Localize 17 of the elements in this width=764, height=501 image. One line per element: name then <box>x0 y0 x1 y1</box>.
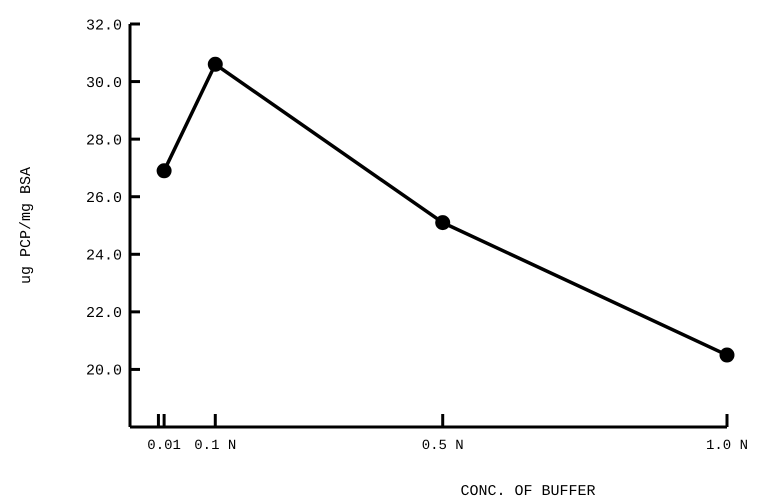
y-tick-label: 24.0 <box>86 248 122 265</box>
x-tick-label: 0.01 <box>147 438 181 454</box>
point <box>435 215 450 230</box>
y-tick-label: 20.0 <box>86 362 122 380</box>
y-tick-label: 30.0 <box>86 74 122 92</box>
x-axis-title: CONC. OF BUFFER <box>460 483 596 500</box>
y-tick-label: 22.0 <box>86 305 122 322</box>
y-tick-label: 26.0 <box>86 190 122 207</box>
x-tick-label: 0.1 N <box>194 438 236 454</box>
y-tick-label: 28.0 <box>86 132 122 150</box>
x-tick-label: 1.0 N <box>706 438 748 454</box>
y-axis-title: ug PCP/mg BSA <box>18 166 35 284</box>
y-tick-label: 32.0 <box>86 17 122 34</box>
point <box>208 56 223 72</box>
point <box>720 348 734 363</box>
x-tick-label: 0.5 N <box>422 438 464 454</box>
point <box>156 163 172 178</box>
